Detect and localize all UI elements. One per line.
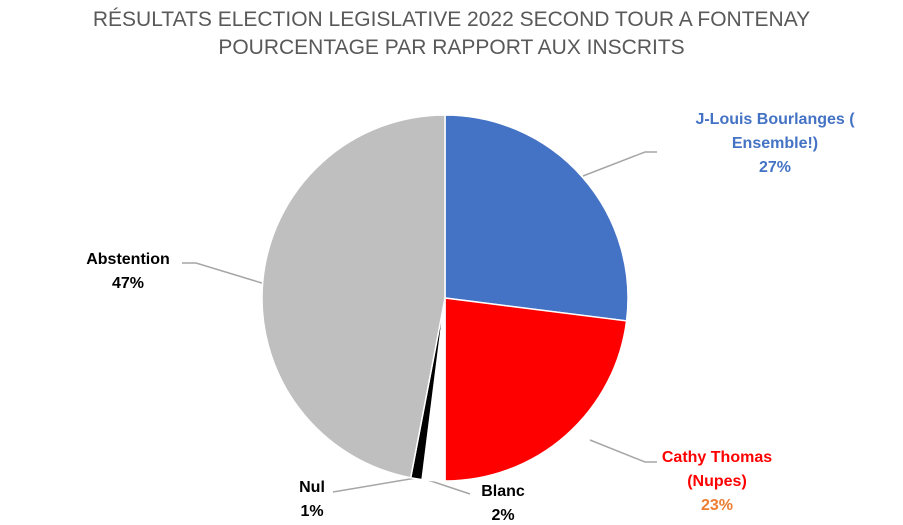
chart-title: RÉSULTATS ELECTION LEGISLATIVE 2022 SECO…	[92, 8, 811, 31]
label-name: Abstention	[86, 251, 170, 268]
label-value: 27%	[758, 159, 792, 176]
leader-line	[182, 262, 266, 285]
label-value: 23%	[700, 497, 734, 514]
leader-lines	[182, 151, 657, 495]
label-name: J-Louis Bourlanges ( Ensemble!)	[695, 111, 855, 152]
data-label: Cathy Thomas (Nupes) 23%	[652, 446, 782, 518]
leader-line	[332, 477, 417, 493]
pie-slice	[261, 114, 446, 479]
data-label: Abstention 47%	[68, 248, 188, 296]
label-value: 1%	[300, 503, 324, 520]
data-label: Blanc 2%	[463, 480, 543, 525]
label-value: 47%	[111, 275, 145, 292]
label-name: Cathy Thomas (Nupes)	[661, 449, 773, 490]
label-value: 2%	[491, 507, 515, 524]
leader-line	[427, 479, 471, 495]
pie-slice	[444, 114, 629, 322]
data-label: Nul 1%	[282, 476, 342, 524]
label-name: Nul	[299, 479, 325, 496]
label-name: Blanc	[481, 483, 525, 500]
data-label: J-Louis Bourlanges ( Ensemble!) 27%	[685, 108, 865, 180]
pie-slice	[444, 297, 628, 482]
leader-line	[582, 151, 657, 177]
leader-line	[589, 439, 657, 463]
chart-subtitle: POURCENTAGE PAR RAPPORT AUX INSCRITS	[218, 36, 685, 59]
